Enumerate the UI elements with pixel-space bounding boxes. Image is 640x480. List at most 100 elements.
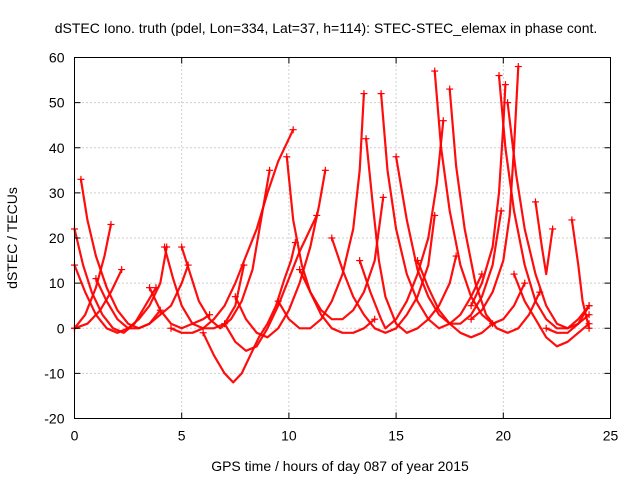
series xyxy=(431,67,529,325)
data-point xyxy=(542,324,550,332)
data-point xyxy=(199,329,207,337)
y-tick-label: 20 xyxy=(49,230,65,246)
data-point xyxy=(501,81,509,89)
data-point xyxy=(266,166,274,174)
series xyxy=(296,266,379,334)
series-line xyxy=(545,304,591,334)
data-point xyxy=(549,225,557,233)
y-tick-label: -20 xyxy=(44,411,64,427)
series xyxy=(531,198,557,276)
data-point xyxy=(568,216,576,224)
data-point xyxy=(178,243,186,251)
series-line xyxy=(169,128,295,334)
series-line xyxy=(358,119,445,330)
data-point xyxy=(356,257,364,265)
data-point xyxy=(392,153,400,161)
data-point xyxy=(92,275,100,283)
x-tick-label: 0 xyxy=(71,428,79,444)
series-line xyxy=(234,169,327,339)
data-point xyxy=(497,207,505,215)
data-point xyxy=(274,297,282,305)
data-point xyxy=(439,117,447,125)
y-axis-label: dSTEC / TECUs xyxy=(4,187,20,289)
series-line xyxy=(73,227,158,334)
series-line xyxy=(433,69,526,325)
series xyxy=(568,216,593,332)
y-tick-label: 40 xyxy=(49,140,65,156)
data-point xyxy=(362,135,370,143)
data-point xyxy=(377,90,385,98)
x-axis-label: GPS time / hours of day 087 of year 2015 xyxy=(211,458,469,474)
data-point xyxy=(167,324,175,332)
data-point xyxy=(446,85,454,93)
series xyxy=(414,257,497,339)
series-line xyxy=(298,268,376,334)
series xyxy=(542,302,593,334)
data-point xyxy=(514,63,522,71)
data-point xyxy=(328,234,336,242)
series-line xyxy=(416,259,494,339)
y-tick-label: 10 xyxy=(49,275,65,291)
data-point xyxy=(221,320,229,328)
series xyxy=(231,166,329,339)
x-tick-label: 15 xyxy=(388,428,404,444)
series-line xyxy=(380,92,483,330)
data-point xyxy=(431,67,439,75)
data-point xyxy=(371,315,379,323)
series-line xyxy=(506,101,591,330)
series-line xyxy=(470,83,507,307)
data-point xyxy=(289,126,297,134)
series xyxy=(167,126,297,334)
series xyxy=(274,90,368,330)
data-point xyxy=(585,324,593,332)
data-point xyxy=(489,320,497,328)
data-point xyxy=(118,266,126,274)
y-tick-label: 30 xyxy=(49,185,65,201)
data-point xyxy=(414,257,422,265)
series-line xyxy=(73,223,112,330)
data-point xyxy=(360,90,368,98)
y-tick-label: 60 xyxy=(49,50,65,66)
data-point xyxy=(296,266,304,274)
series-line xyxy=(94,264,190,330)
chart-title: dSTEC Iono. truth (pdel, Lon=334, Lat=37… xyxy=(55,20,598,36)
series xyxy=(446,85,544,334)
data-point xyxy=(321,166,329,174)
series xyxy=(356,117,447,330)
data-point xyxy=(161,243,169,251)
data-point xyxy=(77,175,85,183)
data-point xyxy=(379,193,387,201)
data-point xyxy=(283,153,291,161)
data-point xyxy=(107,220,115,228)
series-line xyxy=(570,218,591,330)
data-series xyxy=(71,63,593,384)
y-axis-ticks: -20 -10 0 10 20 30 40 50 60 xyxy=(44,50,611,427)
data-point xyxy=(467,315,475,323)
series-line xyxy=(512,273,591,348)
data-point xyxy=(585,302,593,310)
data-point xyxy=(231,293,239,301)
series-line xyxy=(148,286,211,330)
data-point xyxy=(146,284,154,292)
series-line xyxy=(448,88,541,334)
series-line xyxy=(223,214,318,352)
data-point xyxy=(152,284,160,292)
x-tick-label: 20 xyxy=(496,428,512,444)
series xyxy=(377,90,486,330)
series-line xyxy=(73,268,123,330)
y-tick-label: -10 xyxy=(44,365,64,381)
series-line xyxy=(330,214,436,334)
data-point xyxy=(531,198,539,206)
series-line xyxy=(497,74,591,330)
data-point xyxy=(521,279,529,287)
data-point xyxy=(467,302,475,310)
data-point xyxy=(510,270,518,278)
x-tick-label: 25 xyxy=(603,428,619,444)
x-axis-ticks: 0 5 10 15 20 25 xyxy=(71,57,619,444)
series xyxy=(328,211,439,334)
series-line xyxy=(365,137,458,334)
y-tick-label: 50 xyxy=(49,95,65,111)
y-tick-label: 0 xyxy=(57,320,65,336)
